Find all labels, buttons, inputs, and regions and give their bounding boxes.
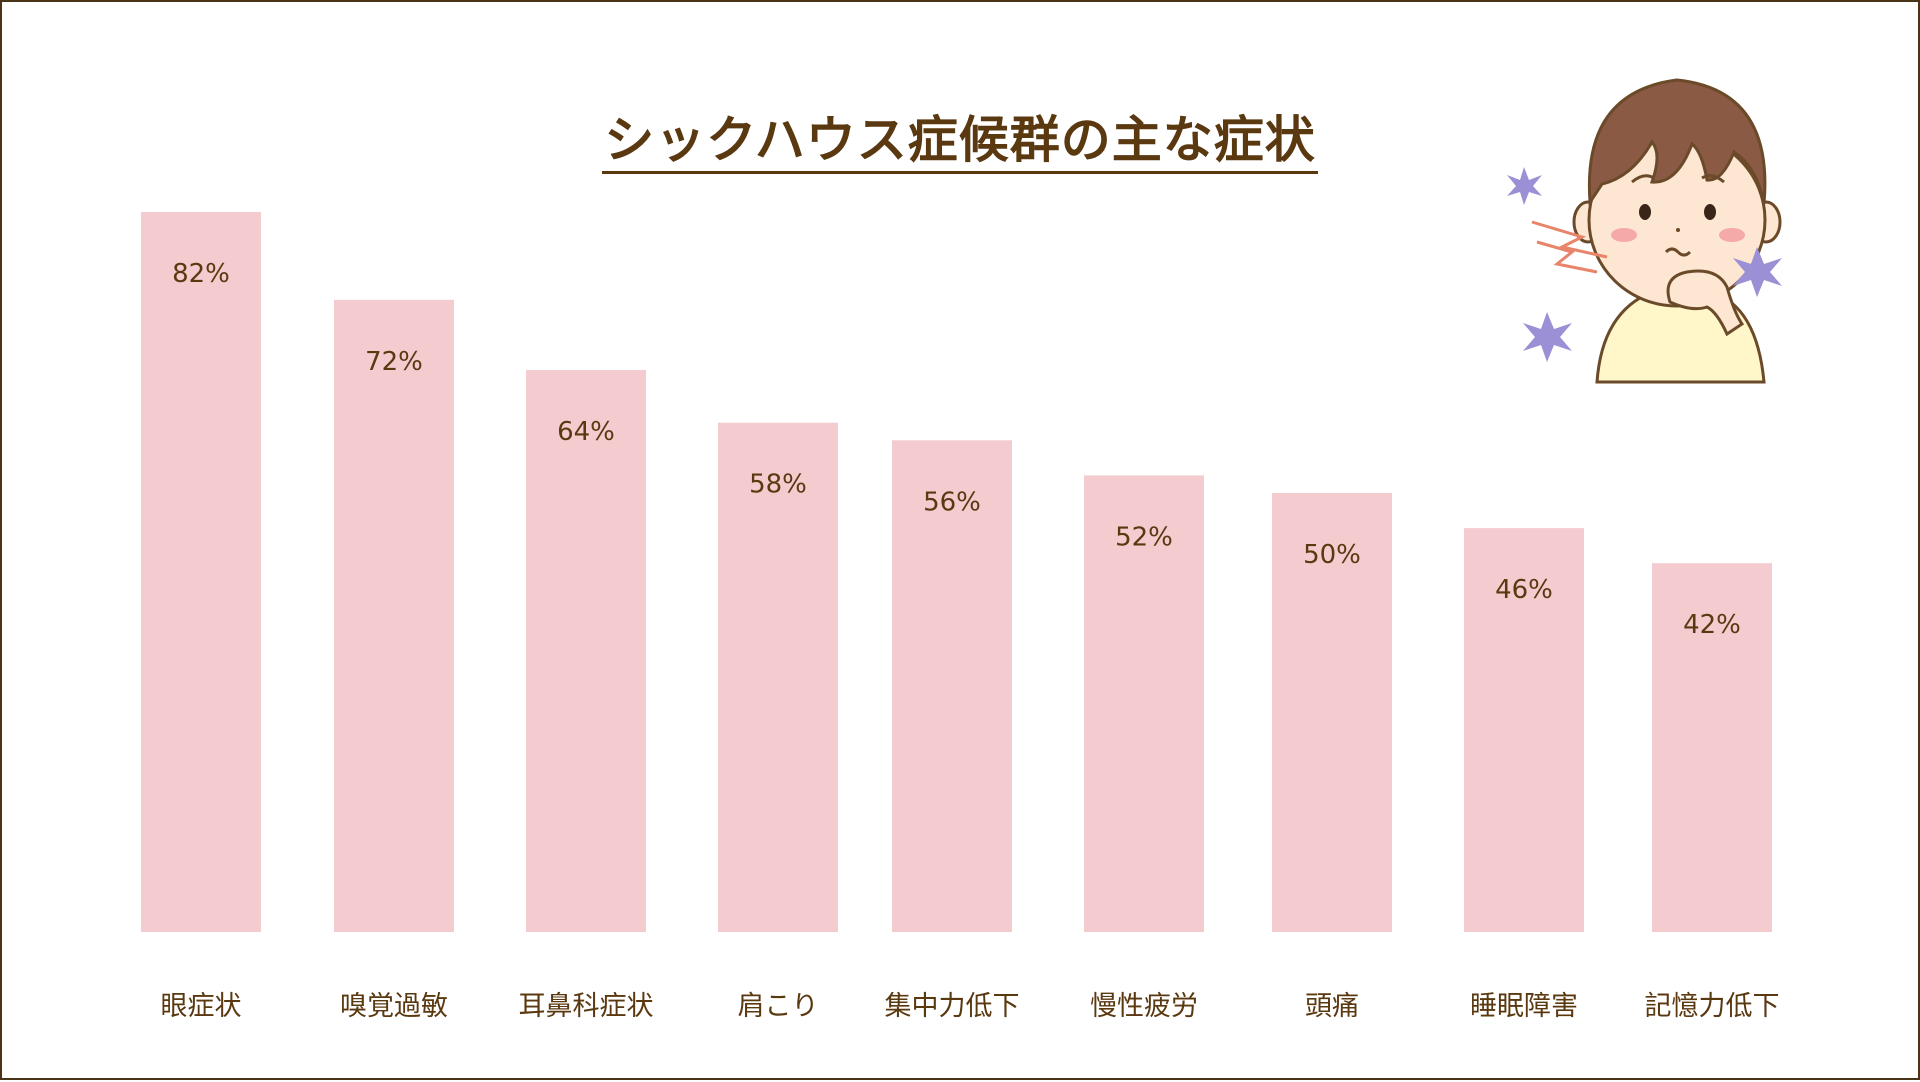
category-label-7: 頭痛 [1305, 991, 1359, 1022]
value-label-8: 46% [1495, 575, 1553, 605]
category-label-8: 睡眠障害 [1470, 991, 1578, 1022]
sick-boy-icon [1507, 78, 1782, 384]
bar-9 [1652, 563, 1772, 932]
chart-title-text: シックハウス症候群の主な症状 [602, 111, 1318, 174]
category-label-5: 集中力低下 [885, 991, 1020, 1022]
bars-layer [141, 212, 1772, 932]
value-labels-layer: 82% 72% 64% 58% 56% 52% 50% 46% 42% [172, 259, 1741, 640]
bar-7 [1272, 492, 1392, 932]
bar-1 [141, 212, 261, 932]
bar-8 [1464, 528, 1584, 932]
value-label-1: 82% [172, 259, 230, 289]
bar-4 [718, 422, 838, 932]
category-label-6: 慢性疲労 [1090, 991, 1198, 1022]
category-label-4: 肩こり [738, 991, 819, 1022]
bar-3 [526, 370, 646, 932]
bar-6 [1084, 475, 1204, 932]
category-label-9: 記憶力低下 [1645, 991, 1780, 1022]
category-label-1: 眼症状 [161, 991, 242, 1022]
bar-2 [334, 299, 454, 932]
category-label-2: 嗅覚過敏 [340, 991, 448, 1022]
value-label-2: 72% [365, 347, 423, 377]
value-label-7: 50% [1303, 540, 1361, 570]
value-label-3: 64% [557, 417, 615, 447]
value-label-6: 52% [1115, 522, 1173, 552]
bar-5 [892, 440, 1012, 932]
category-labels-layer: 眼症状 嗅覚過敏 耳鼻科症状 肩こり 集中力低下 慢性疲労 頭痛 睡眠障害 記憶力低下 [161, 991, 1780, 1022]
value-label-9: 42% [1683, 610, 1741, 640]
chart-title: シックハウス症候群の主な症状 [2, 100, 1918, 174]
value-label-4: 58% [749, 470, 807, 500]
category-label-3: 耳鼻科症状 [519, 991, 654, 1022]
value-label-5: 56% [923, 487, 981, 517]
